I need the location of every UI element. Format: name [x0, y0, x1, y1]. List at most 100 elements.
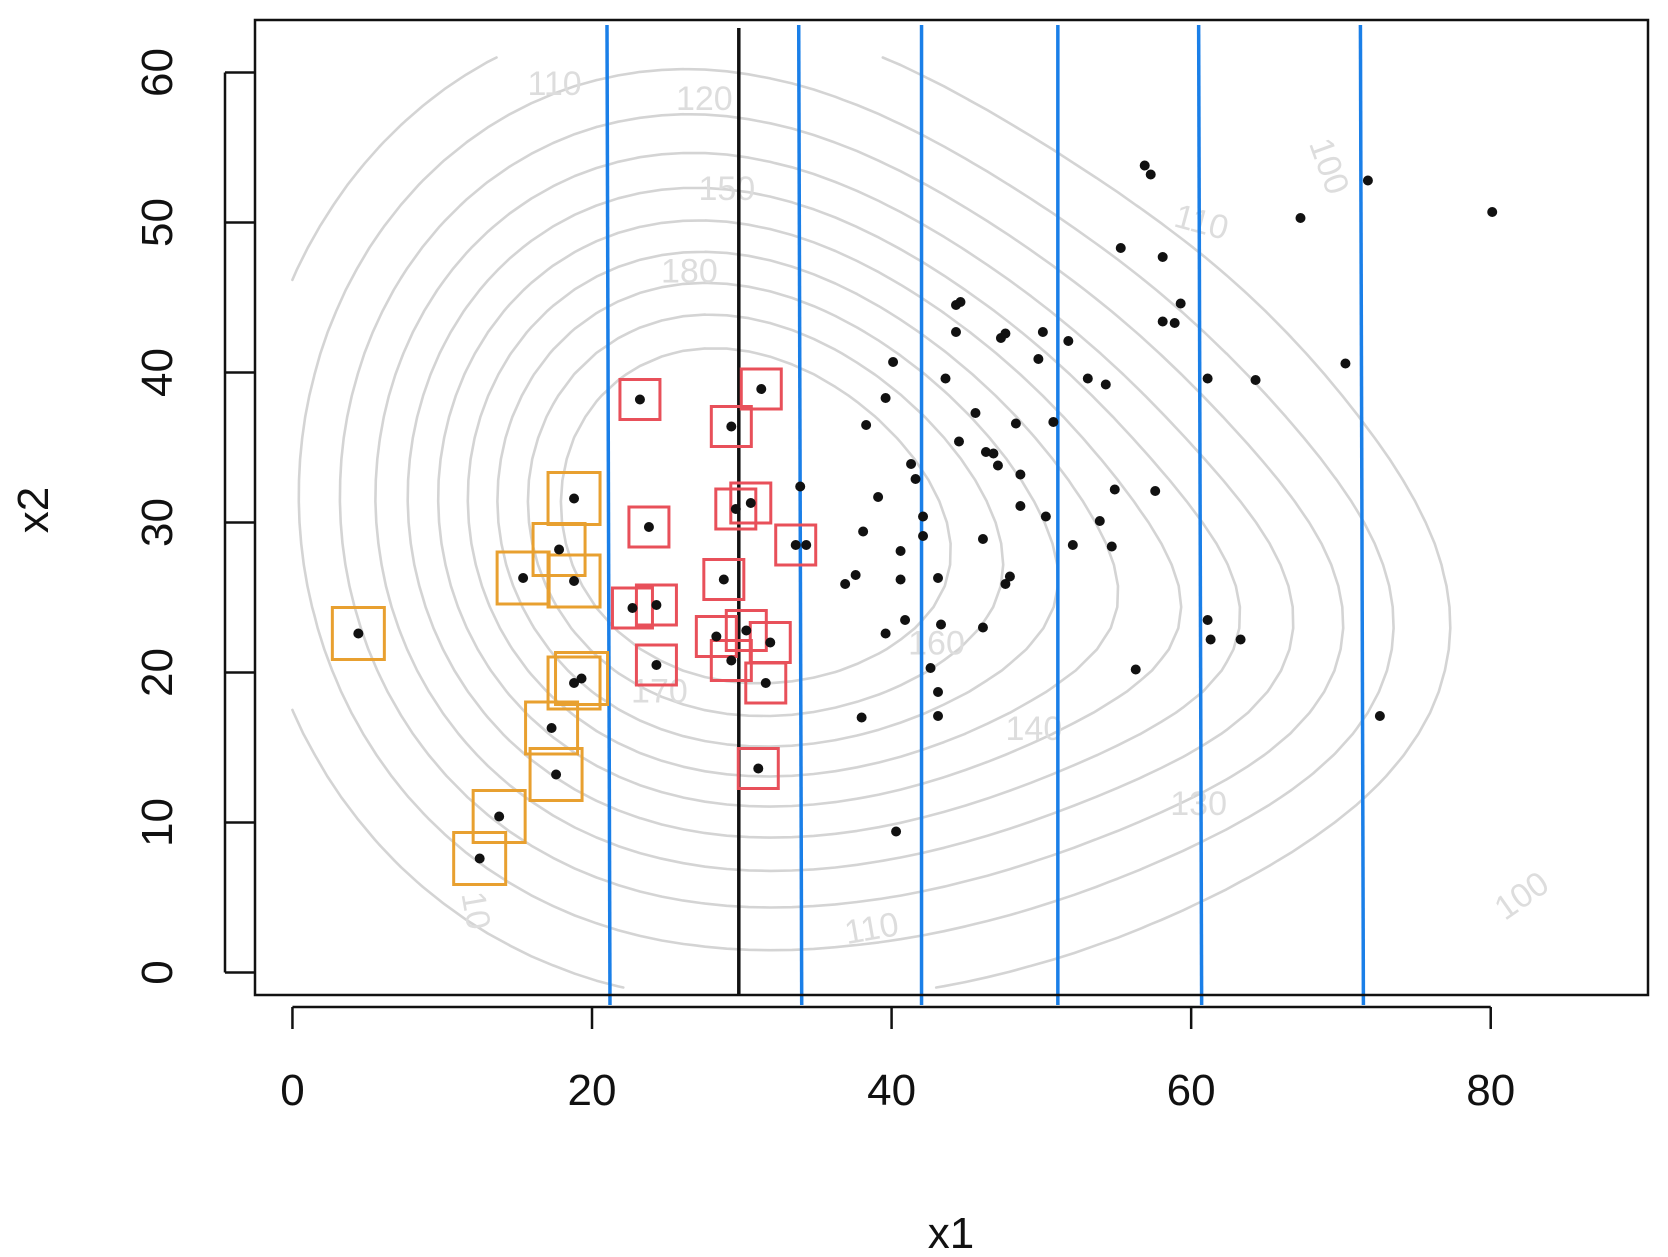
data-point-36 [880, 628, 891, 639]
data-point-11 [627, 603, 638, 613]
y-tick-label-3: 30 [133, 498, 182, 547]
red-box-1 [618, 378, 662, 421]
data-point-81 [1115, 243, 1126, 253]
data-point-9 [569, 678, 580, 688]
data-point-82 [1130, 664, 1141, 675]
data-point-89 [1175, 298, 1186, 309]
data-point-78 [1100, 379, 1111, 390]
data-point-67 [1010, 418, 1021, 429]
data-point-38 [891, 826, 902, 837]
data-point-41 [895, 574, 906, 585]
data-point-45 [918, 531, 929, 541]
orange-box-10 [554, 651, 610, 706]
y-tick-label-4: 40 [133, 348, 182, 397]
contour-line-3 [374, 151, 1295, 873]
data-point-71 [1037, 327, 1048, 337]
x-tick-label-1: 20 [568, 1066, 617, 1115]
data-point-51 [936, 619, 947, 630]
data-point-23 [753, 763, 764, 774]
contour-line-5 [436, 219, 1183, 808]
data-point-15 [651, 660, 662, 670]
contour-label-4: 100 [1301, 133, 1356, 199]
data-point-60 [980, 447, 991, 457]
y-tick-label-0: 0 [133, 960, 182, 984]
y-axis-title: x2 [9, 487, 58, 533]
contour-label-9: 130 [1170, 785, 1227, 823]
data-point-32 [856, 712, 867, 723]
contour-label-3: 180 [661, 253, 718, 291]
data-point-98 [1374, 711, 1385, 721]
red-box-13 [739, 367, 783, 411]
contour-label-8: 140 [1006, 710, 1063, 748]
data-point-7 [569, 576, 580, 586]
data-point-47 [925, 663, 936, 673]
y-axis: 0 10 20 30 40 50 60 [133, 48, 255, 985]
data-point-88 [1169, 318, 1180, 328]
data-point-66 [1004, 571, 1015, 582]
blue-line-1 [796, 24, 804, 1006]
orange-box-2 [471, 789, 527, 844]
blue-line-4 [1196, 24, 1204, 1006]
contour-label-10: 110 [842, 905, 902, 952]
data-point-56 [953, 436, 964, 447]
data-point-50 [933, 711, 944, 721]
data-point-54 [950, 327, 961, 337]
data-point-8 [569, 493, 580, 504]
data-point-64 [1000, 328, 1011, 339]
data-point-43 [906, 459, 917, 469]
data-point-18 [726, 421, 737, 432]
data-point-3 [518, 573, 529, 583]
contour-lines [291, 56, 1452, 989]
blue-line-5 [1358, 24, 1366, 1006]
data-point-22 [745, 498, 756, 508]
data-point-94 [1250, 375, 1261, 385]
data-point-34 [861, 420, 872, 430]
red-box-5 [694, 615, 738, 658]
red-box-15 [748, 621, 792, 664]
data-point-26 [765, 637, 776, 648]
x-tick-label-3: 60 [1167, 1066, 1216, 1115]
plot-frame [253, 18, 1650, 997]
data-point-91 [1202, 615, 1213, 625]
data-point-16 [711, 631, 722, 642]
data-point-76 [1082, 373, 1093, 384]
blue-line-0 [605, 24, 612, 1006]
data-point-96 [1340, 358, 1351, 369]
y-tick-label-6: 60 [133, 48, 182, 97]
data-point-39 [888, 357, 899, 367]
data-point-19 [726, 655, 737, 666]
contour-label-2: 150 [698, 170, 755, 208]
orange-box-5 [528, 747, 584, 802]
data-point-6 [554, 544, 565, 555]
contour-line-8 [526, 313, 1005, 718]
data-point-46 [918, 511, 929, 522]
data-point-84 [1145, 169, 1156, 180]
data-point-4 [546, 723, 557, 733]
y-tick-label-1: 10 [133, 798, 182, 847]
red-box-10 [724, 609, 768, 652]
y-tick-label-5: 50 [133, 198, 182, 247]
data-point-30 [840, 579, 851, 589]
data-points [353, 160, 1498, 864]
data-point-12 [634, 394, 645, 405]
data-point-33 [858, 526, 869, 537]
data-point-72 [1040, 511, 1051, 522]
data-point-42 [900, 615, 911, 625]
highlight-boxes [330, 367, 818, 886]
orange-box-8 [546, 471, 602, 526]
data-point-0 [353, 628, 364, 639]
orange-box-0 [330, 606, 386, 661]
data-point-58 [977, 622, 988, 633]
data-point-48 [933, 573, 944, 583]
x-axis-title: x1 [928, 1209, 974, 1257]
data-point-77 [1094, 516, 1105, 526]
red-box-16 [774, 523, 818, 567]
data-point-37 [880, 393, 891, 403]
orange-box-1 [452, 831, 508, 886]
data-point-86 [1157, 252, 1168, 262]
contour-label-12: 100 [1488, 864, 1556, 928]
data-point-69 [1015, 469, 1026, 480]
data-point-59 [977, 534, 988, 544]
data-point-20 [730, 504, 741, 514]
data-point-10 [576, 673, 587, 684]
